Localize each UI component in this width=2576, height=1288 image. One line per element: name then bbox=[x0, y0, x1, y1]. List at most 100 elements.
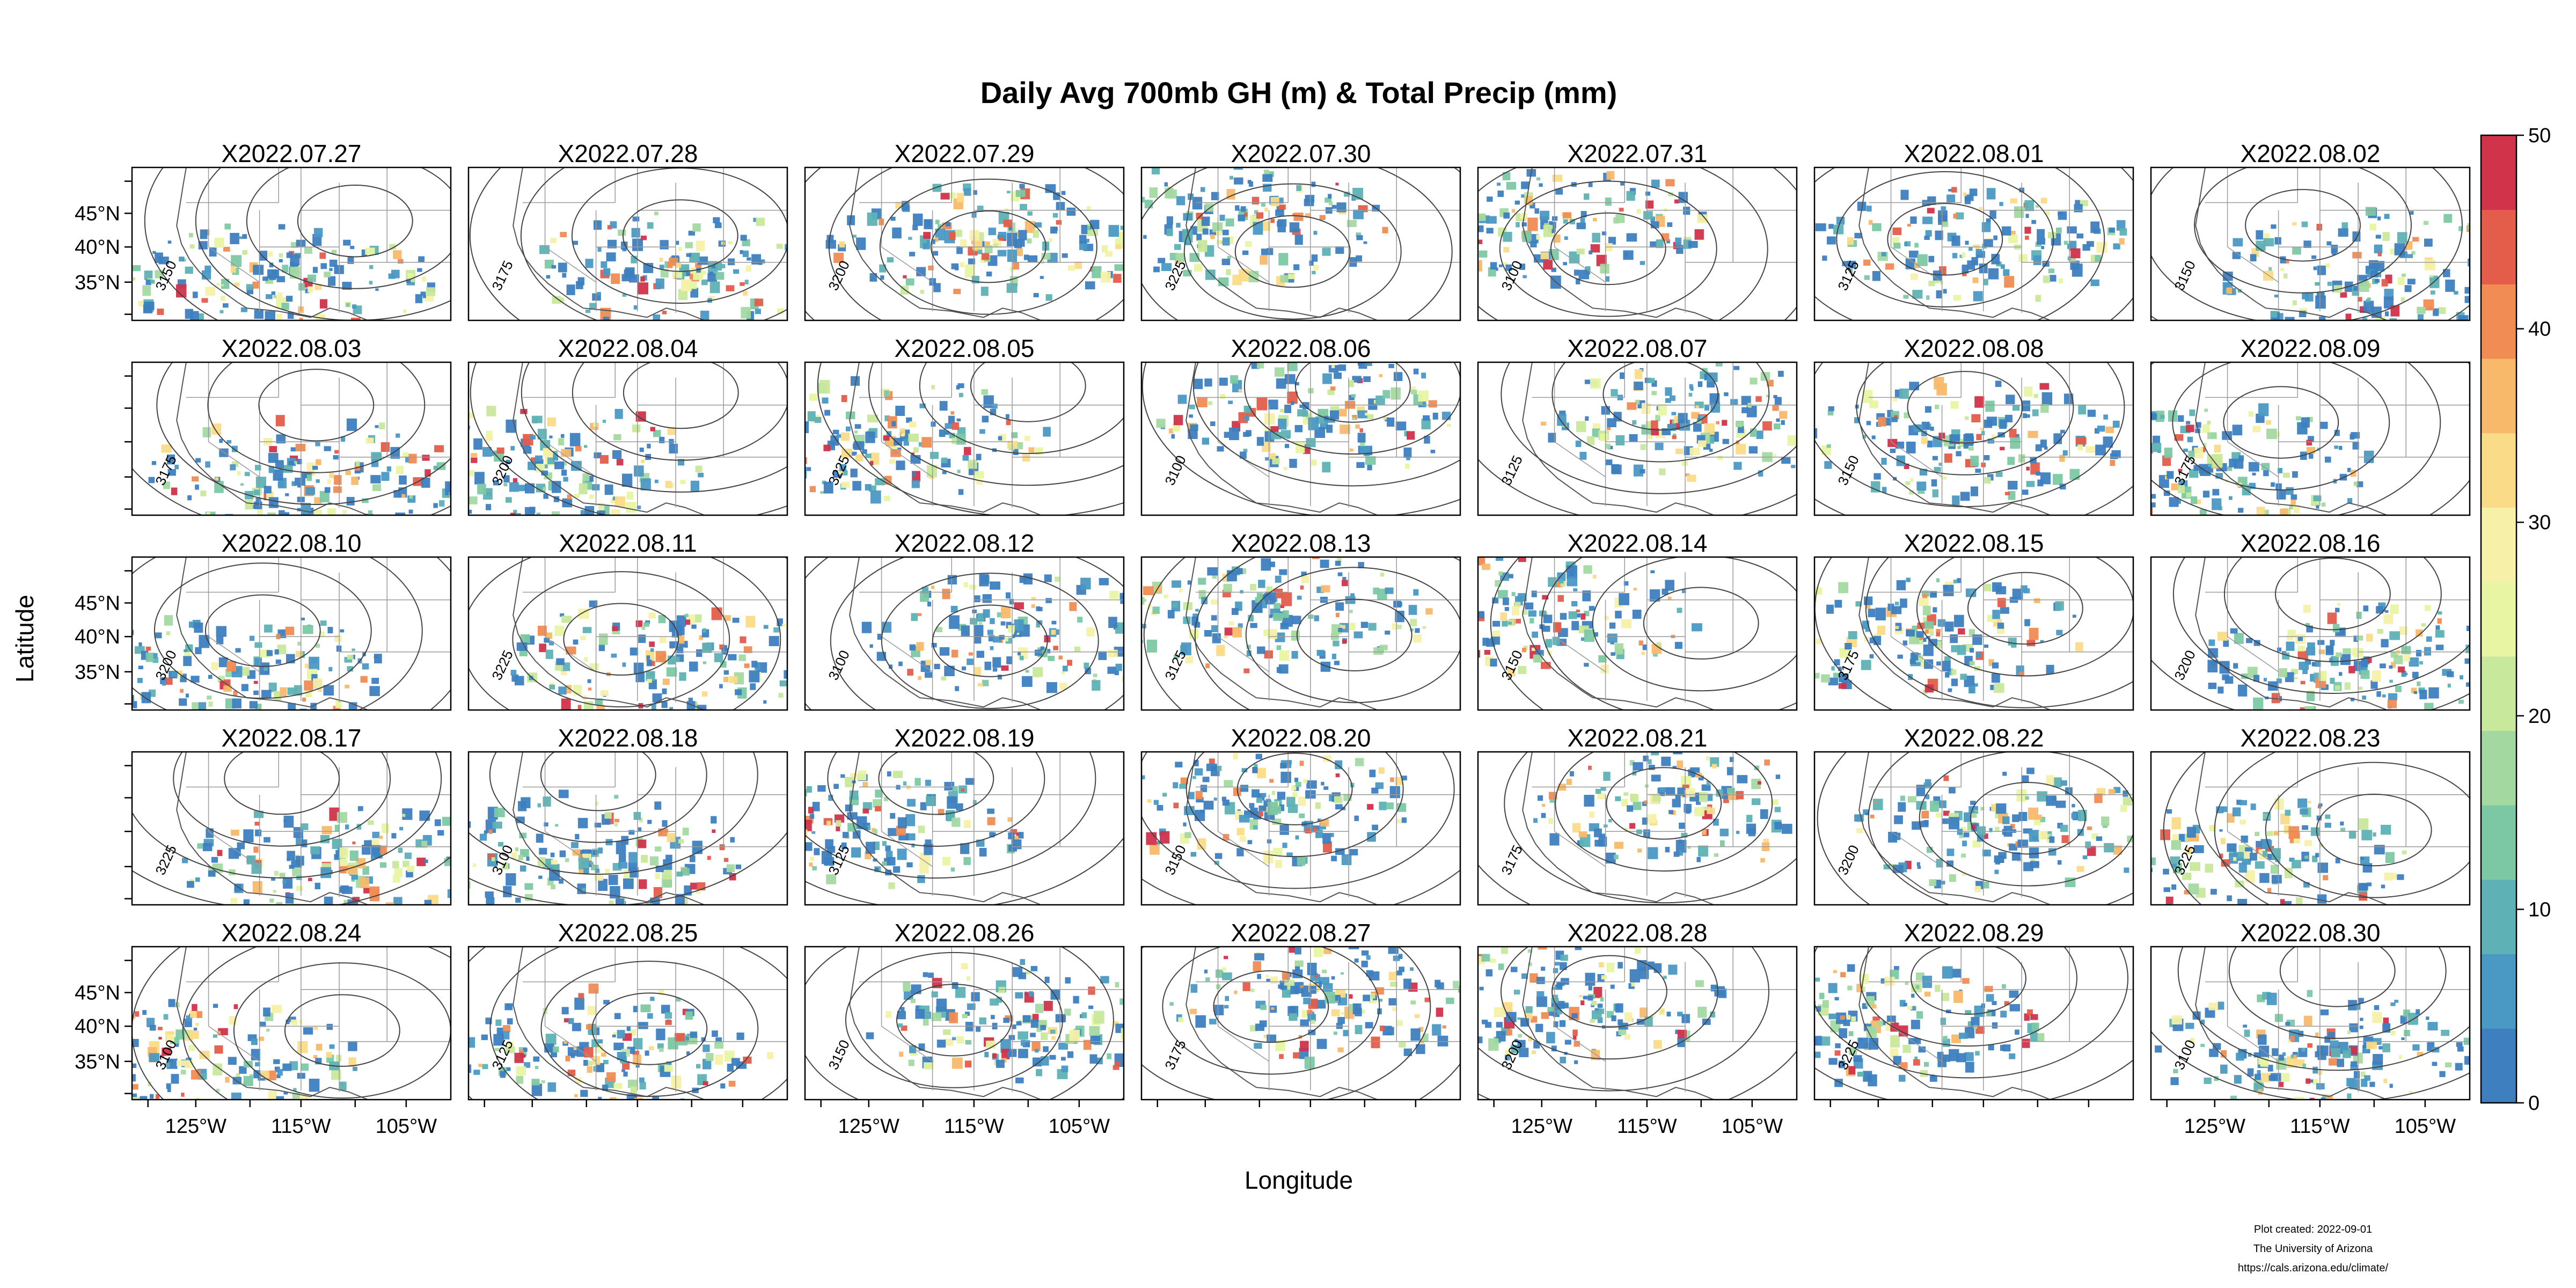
figure-title: Daily Avg 700mb GH (m) & Total Precip (m… bbox=[980, 76, 1618, 109]
precip-field bbox=[1533, 752, 1792, 864]
coastline bbox=[2195, 362, 2387, 515]
panel-frame bbox=[1140, 946, 1461, 1101]
lat-tick-label: 35°N bbox=[75, 661, 120, 684]
precip-field bbox=[2151, 798, 2407, 905]
panel-frame bbox=[1477, 556, 1798, 711]
panel-frame bbox=[1813, 166, 2134, 321]
precip-field bbox=[1814, 577, 2083, 694]
coastline bbox=[1858, 752, 2051, 905]
state-boundary bbox=[208, 246, 260, 283]
coastline bbox=[2195, 947, 2387, 1100]
panel-date-label: X2022.08.17 bbox=[222, 724, 362, 752]
precip-field bbox=[1854, 767, 2133, 892]
contour-label: 3175 bbox=[488, 258, 516, 293]
panel-date-label: X2022.07.28 bbox=[558, 140, 698, 167]
precip-field bbox=[1478, 557, 1702, 677]
lon-tick-label: 115°W bbox=[1617, 1115, 1677, 1138]
colorbar-tick-label: 20 bbox=[2528, 705, 2551, 728]
precip-field bbox=[132, 615, 382, 710]
state-boundary bbox=[1891, 441, 1943, 478]
panel-date-label: X2022.08.12 bbox=[895, 529, 1035, 557]
panel-frame bbox=[1813, 361, 2134, 516]
precip-field bbox=[1478, 169, 1708, 289]
lon-tick-label: 105°W bbox=[376, 1115, 437, 1138]
panel-date-label: X2022.08.18 bbox=[558, 724, 698, 752]
coastline bbox=[513, 362, 705, 515]
colorbar-swatch bbox=[2481, 172, 2516, 210]
state-boundary bbox=[545, 831, 597, 867]
precip-field bbox=[2155, 990, 2470, 1100]
panel-date-label: X2022.08.27 bbox=[1231, 919, 1371, 947]
state-boundary bbox=[881, 831, 933, 867]
lon-tick-label: 115°W bbox=[944, 1115, 1004, 1138]
precip-field bbox=[861, 573, 1124, 693]
state-boundary bbox=[2227, 831, 2279, 867]
contour-label: 3150 bbox=[2171, 258, 2199, 293]
panel-frame bbox=[1477, 946, 1798, 1101]
coastline bbox=[176, 752, 368, 905]
state-boundary bbox=[1554, 1026, 1606, 1062]
panel-frame bbox=[131, 556, 452, 711]
panel-date-label: X2022.08.03 bbox=[222, 334, 362, 362]
panel-frame bbox=[1140, 751, 1461, 906]
panel-date-label: X2022.07.27 bbox=[222, 140, 362, 167]
precip-field bbox=[1141, 167, 1388, 287]
colorbar-swatch bbox=[2481, 730, 2516, 769]
precip-field bbox=[510, 600, 787, 710]
state-boundary bbox=[1554, 636, 1606, 672]
lat-tick-label: 45°N bbox=[75, 982, 120, 1005]
coastline bbox=[1185, 947, 1378, 1100]
precip-field bbox=[1478, 947, 1727, 1064]
map-panel: X2022.08.17 3225 bbox=[125, 724, 452, 906]
lat-tick-label: 40°N bbox=[75, 1015, 120, 1038]
state-boundary bbox=[1218, 246, 1270, 283]
state-boundary bbox=[545, 441, 597, 478]
coastline bbox=[849, 362, 1041, 515]
colorbar-tick-label: 10 bbox=[2528, 898, 2551, 921]
contour-label: 3125 bbox=[1161, 648, 1189, 683]
state-boundary bbox=[208, 831, 260, 867]
coastline bbox=[513, 167, 705, 320]
map-panel: X2022.08.06 3100 bbox=[1140, 334, 1461, 516]
colorbar-swatch bbox=[2481, 135, 2516, 173]
panel-frame bbox=[2150, 361, 2471, 516]
precip-field bbox=[1540, 362, 1796, 482]
lon-tick-label: 105°W bbox=[1722, 1115, 1783, 1138]
colorbar-swatch bbox=[2481, 433, 2516, 471]
panel-date-label: X2022.07.29 bbox=[895, 140, 1035, 167]
panel-date-label: X2022.08.16 bbox=[2241, 529, 2381, 557]
map-panel: X2022.08.13 3125 bbox=[1140, 529, 1461, 711]
state-boundary bbox=[2227, 1026, 2279, 1062]
panel-frame bbox=[1477, 166, 1798, 321]
lat-tick-label: 45°N bbox=[75, 203, 120, 225]
coastline bbox=[849, 167, 1041, 320]
lon-tick-label: 125°W bbox=[838, 1115, 900, 1138]
colorbar: 0 10 20 30 40 50 bbox=[2480, 125, 2551, 1115]
precip-field bbox=[1814, 964, 2045, 1087]
map-panel: X2022.08.21 3175 bbox=[1477, 724, 1798, 906]
panel-date-label: X2022.08.26 bbox=[895, 919, 1035, 947]
panel-frame bbox=[1477, 361, 1798, 516]
panel-date-label: X2022.08.11 bbox=[559, 529, 697, 557]
panel-grid: X2022.07.27 3150 45°N 40°N 35°N X2022.07.28 31… bbox=[75, 140, 2471, 1138]
gh-contours: 3225 bbox=[132, 752, 451, 905]
state-boundary bbox=[1554, 831, 1606, 867]
credit-line-1: Plot created: 2022-09-01 bbox=[2254, 1224, 2372, 1235]
panel-date-label: X2022.08.28 bbox=[1568, 919, 1708, 947]
panel-date-label: X2022.08.02 bbox=[2241, 140, 2381, 167]
coastline bbox=[849, 752, 1041, 905]
colorbar-swatch bbox=[2481, 1065, 2516, 1103]
lat-tick-label: 35°N bbox=[75, 272, 120, 294]
contour-label: 3175 bbox=[1498, 843, 1526, 877]
panel-date-label: X2022.08.30 bbox=[2241, 919, 2381, 947]
panel-frame bbox=[467, 751, 788, 906]
precip-field bbox=[1156, 362, 1451, 473]
contour-label: 3125 bbox=[1498, 453, 1526, 488]
